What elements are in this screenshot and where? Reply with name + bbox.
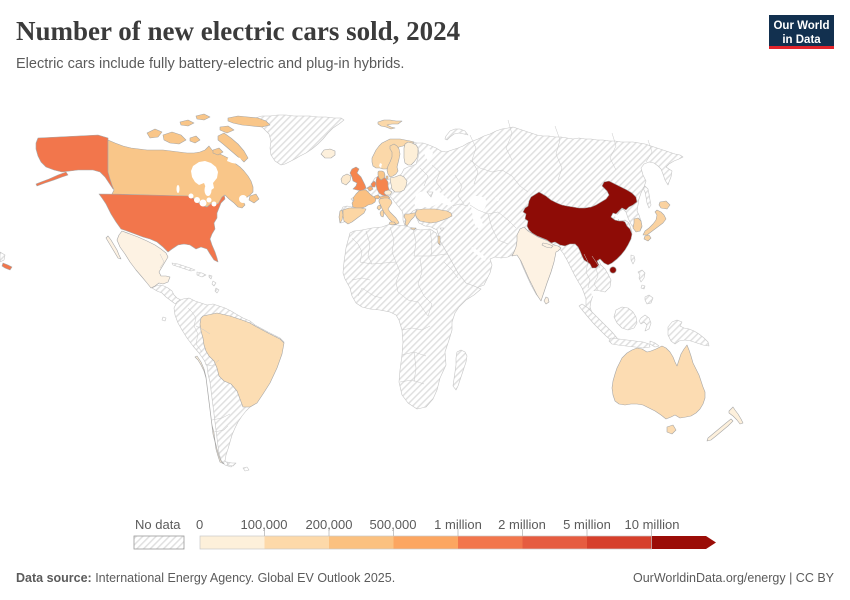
- svg-text:100,000: 100,000: [241, 517, 288, 532]
- svg-text:1 million: 1 million: [434, 517, 482, 532]
- svg-text:200,000: 200,000: [306, 517, 353, 532]
- svg-text:5 million: 5 million: [563, 517, 611, 532]
- svg-text:10 million: 10 million: [625, 517, 680, 532]
- svg-text:500,000: 500,000: [370, 517, 417, 532]
- svg-text:No data: No data: [135, 517, 181, 532]
- svg-text:0: 0: [196, 517, 203, 532]
- svg-text:2 million: 2 million: [498, 517, 546, 532]
